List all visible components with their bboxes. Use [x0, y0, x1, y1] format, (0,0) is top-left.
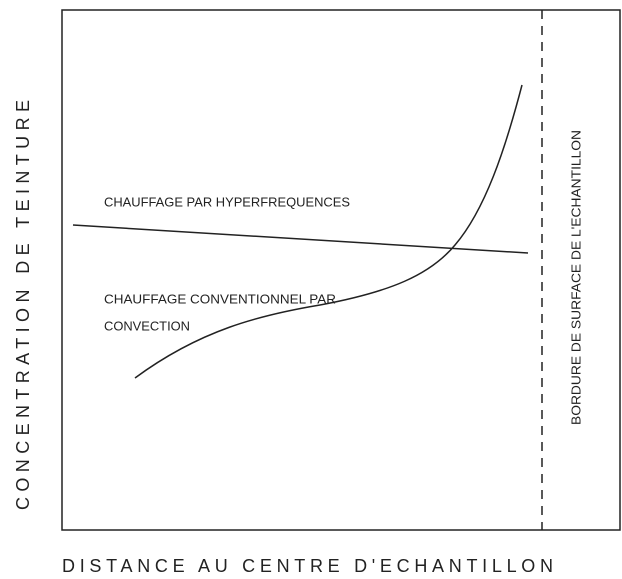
microwave-label: CHAUFFAGE PAR HYPERFREQUENCES [104, 194, 350, 209]
surface-label: BORDURE DE SURFACE DE L'ECHANTILLON [568, 130, 583, 425]
convection-label: CONVECTION [104, 318, 190, 333]
x-axis-label: DISTANCE AU CENTRE D'ECHANTILLON [62, 556, 553, 576]
y-axis-label: CONCENTRATION DE TEINTURE [13, 100, 33, 510]
convection-label: CHAUFFAGE CONVENTIONNEL PAR [104, 291, 336, 306]
frame [61, 9, 621, 531]
convection-curve [134, 84, 523, 379]
